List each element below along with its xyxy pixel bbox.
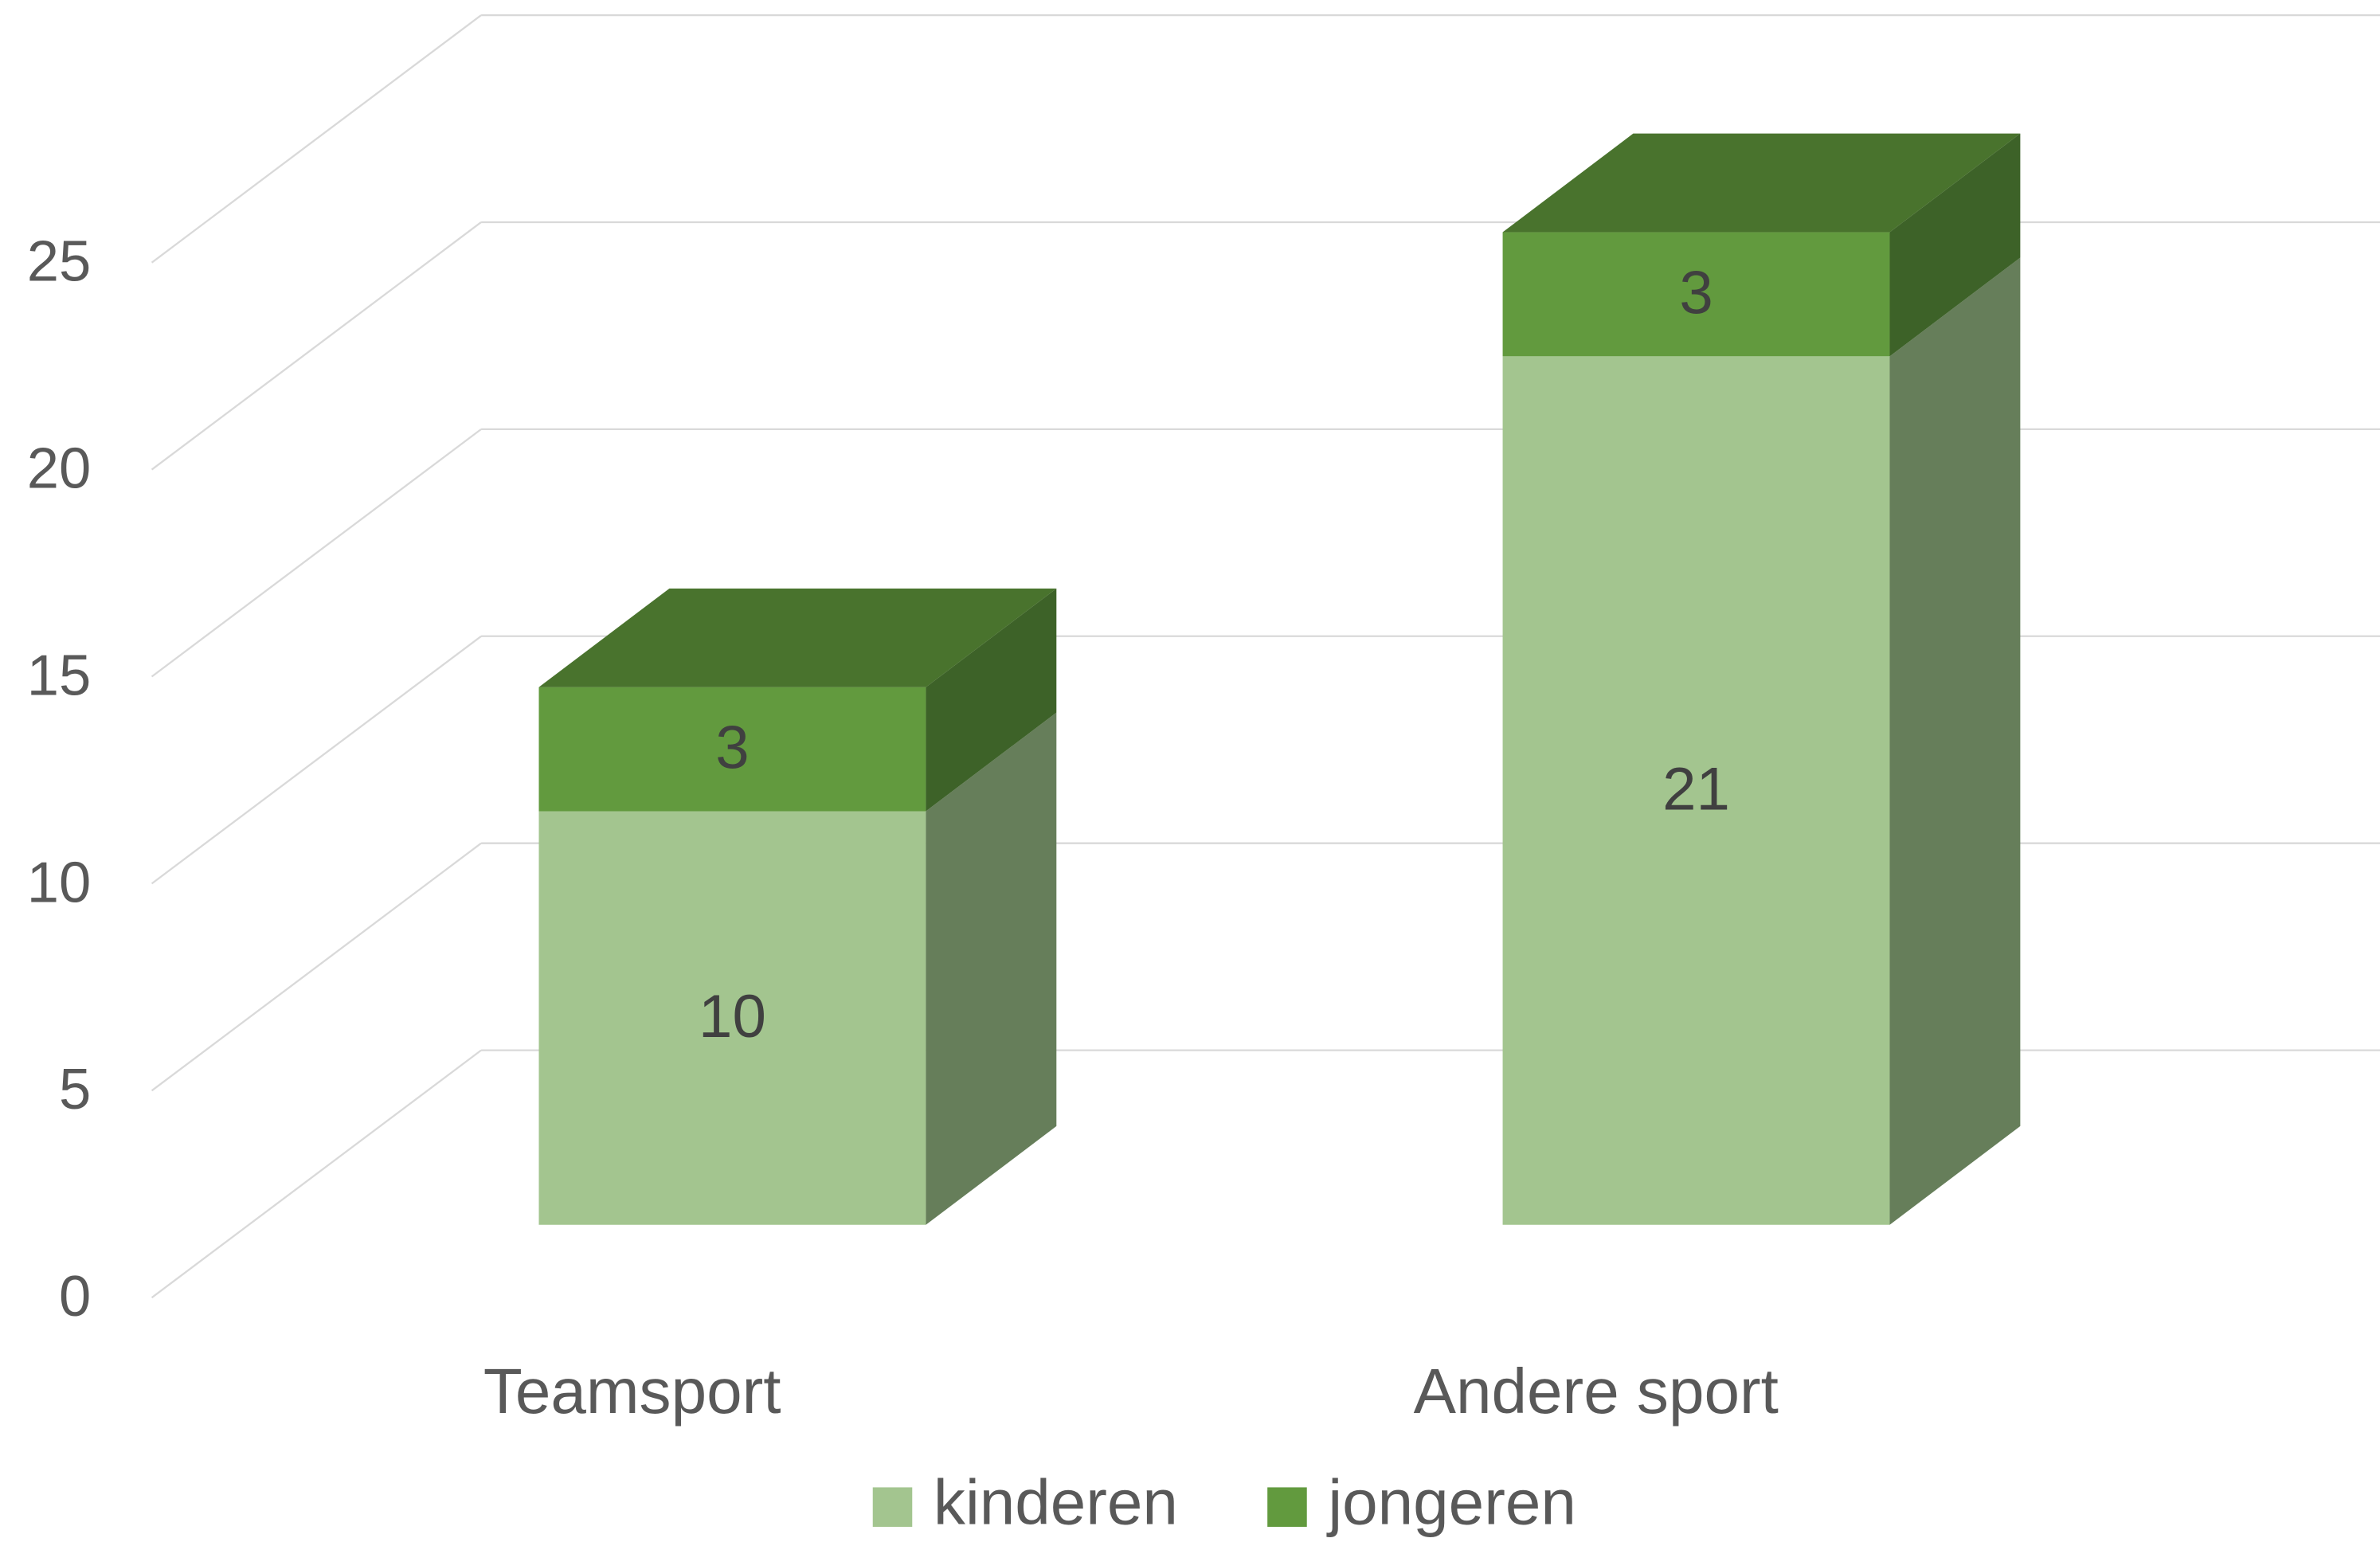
bar-top	[538, 588, 1057, 687]
y-tick-label: 0	[59, 1264, 91, 1329]
bar-segment	[1502, 232, 1890, 357]
grid-line	[151, 635, 482, 885]
y-tick-label: 15	[27, 643, 92, 707]
y-tick-label: 20	[27, 436, 92, 501]
grid-line	[151, 221, 482, 471]
legend-swatch	[1267, 1487, 1307, 1527]
y-tick-label: 10	[27, 850, 92, 914]
grid-line	[151, 428, 482, 678]
x-tick-label: Andere sport	[1414, 1356, 1779, 1427]
data-label: 21	[1662, 755, 1730, 823]
bar-segment	[1502, 356, 1890, 1225]
grid-line	[151, 1049, 482, 1299]
data-label: 10	[699, 983, 766, 1051]
bar-segment	[538, 811, 926, 1225]
legend-swatch	[872, 1487, 913, 1527]
grid-line	[151, 842, 482, 1092]
bar-top	[1502, 133, 2021, 233]
data-label: 3	[1679, 259, 1713, 327]
bar-side	[926, 588, 1057, 812]
y-tick-label: 25	[27, 229, 92, 294]
grid-line	[151, 14, 482, 264]
bar-side	[1889, 133, 2021, 357]
bar-segment	[538, 687, 926, 812]
legend-label: jongeren	[1326, 1466, 1576, 1537]
x-tick-label: Teamsport	[483, 1356, 781, 1427]
bar-side	[926, 712, 1057, 1225]
bar-side	[1889, 257, 2021, 1225]
legend-label: kinderen	[934, 1466, 1178, 1537]
data-label: 3	[715, 714, 749, 782]
y-tick-label: 5	[59, 1057, 91, 1121]
